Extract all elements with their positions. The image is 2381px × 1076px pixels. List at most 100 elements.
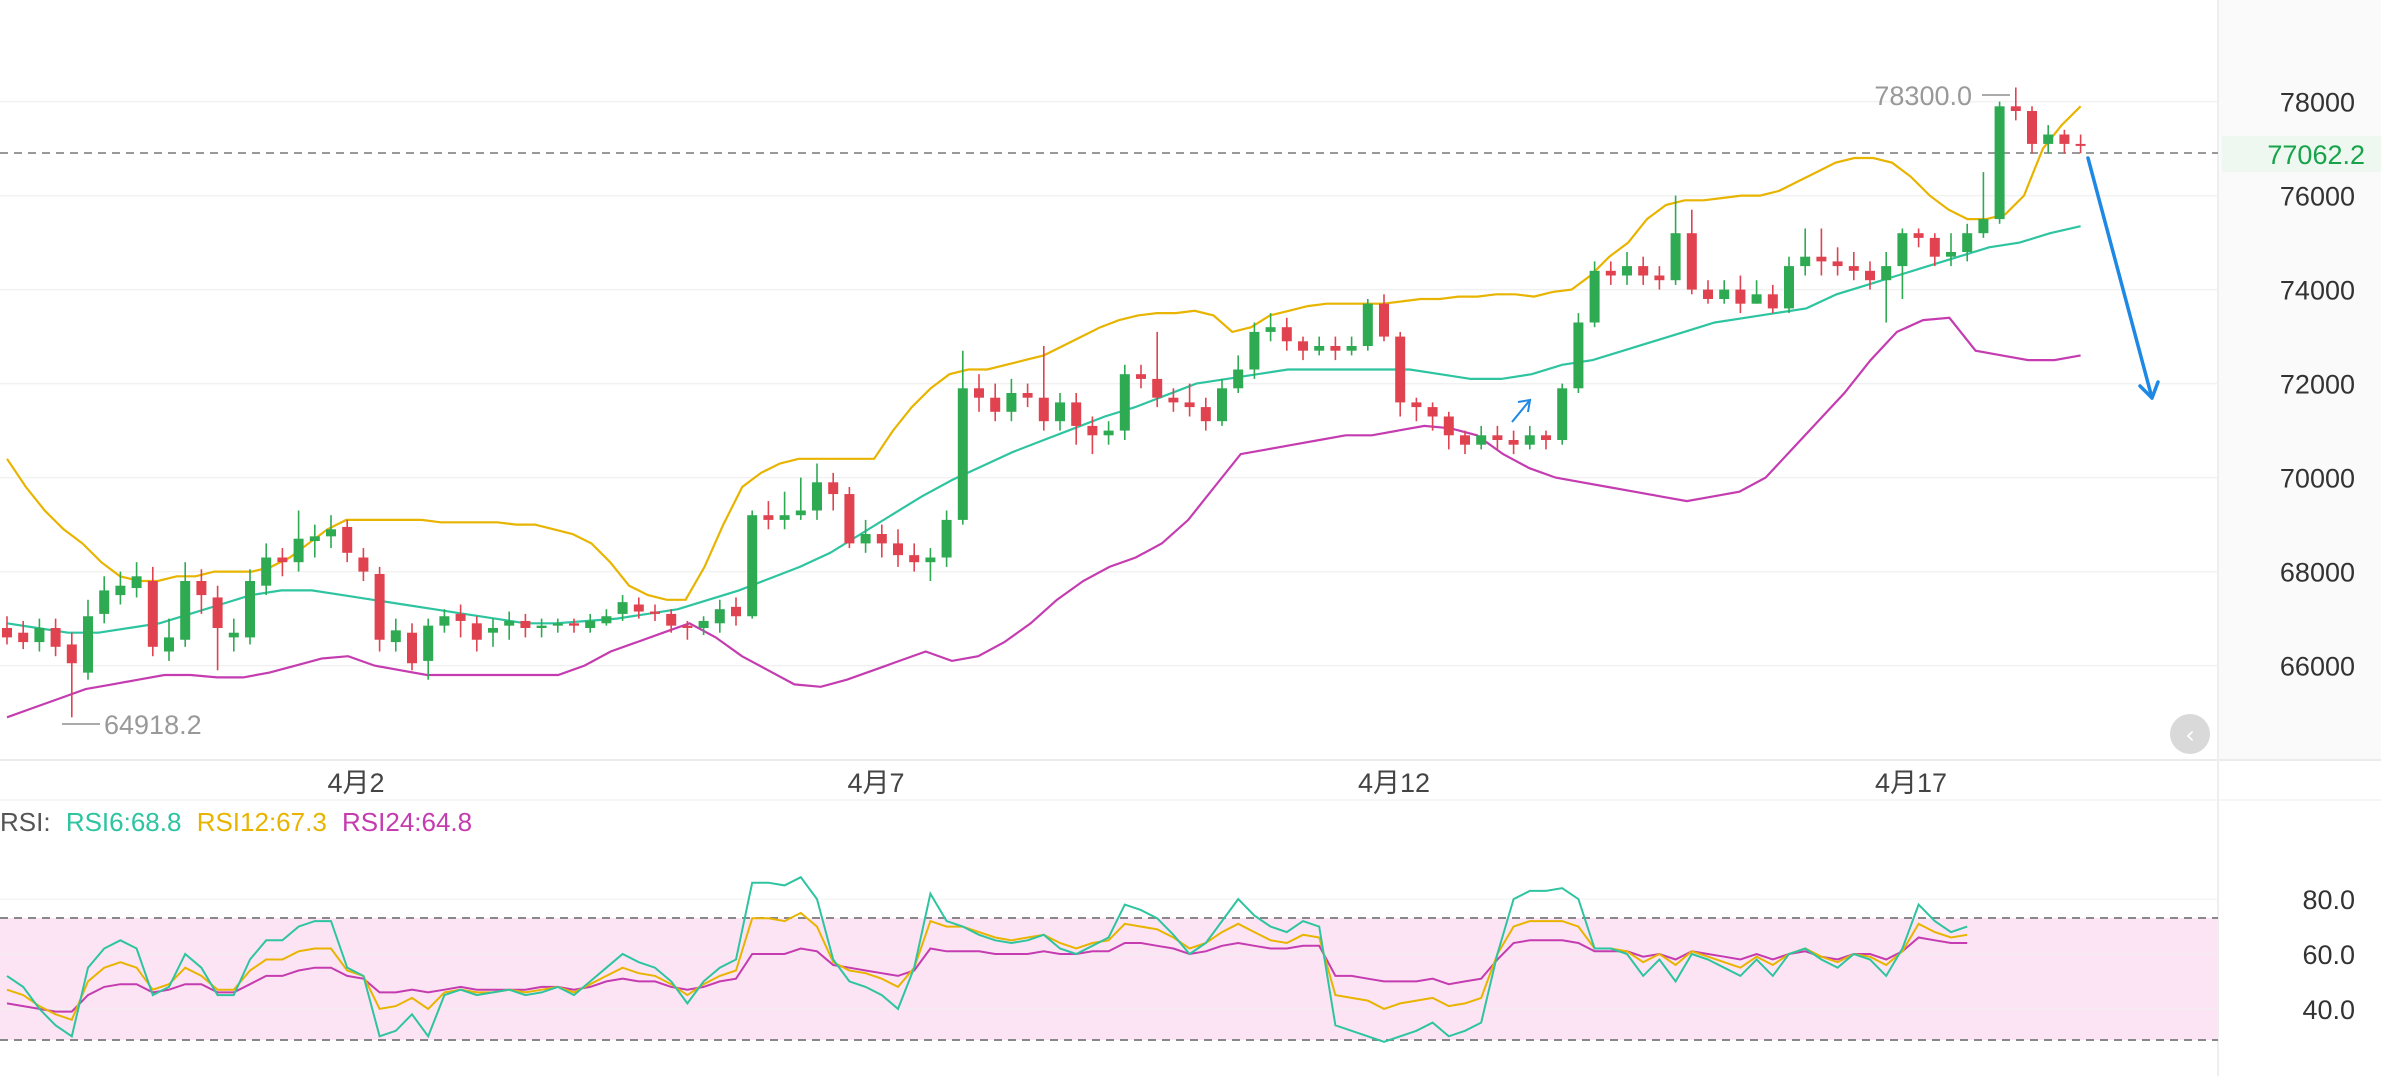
candle-down: [1136, 364, 1146, 389]
candle-down: [2, 616, 12, 645]
candle-down: [990, 383, 1001, 422]
candle-body: [1006, 393, 1017, 412]
candle-body: [293, 538, 304, 563]
candle-up: [34, 618, 45, 652]
candle-up: [504, 611, 515, 640]
price-tick-label: 74000: [2280, 276, 2355, 306]
candle-body: [1200, 407, 1211, 422]
candle-body: [228, 632, 239, 638]
lower-band-line: [6, 316, 2081, 719]
candle-up: [1119, 364, 1130, 440]
candle-down: [1605, 261, 1616, 285]
candle-body: [2027, 111, 2037, 144]
candle-body: [1362, 303, 1373, 346]
candle-down: [731, 597, 741, 626]
candle-body: [1686, 233, 1697, 290]
candle-body: [50, 628, 61, 647]
price-tick-label: 76000: [2280, 182, 2355, 212]
candle-up: [1881, 252, 1892, 323]
candle-down: [2075, 134, 2086, 154]
candle-body: [1816, 256, 1827, 262]
candle-down: [1508, 430, 1519, 455]
candle-body: [925, 557, 936, 563]
candle-up: [617, 595, 628, 621]
candle-body: [633, 604, 644, 612]
candle-body: [1962, 233, 1973, 252]
candle-up: [326, 515, 336, 549]
candle-body: [698, 620, 709, 628]
candle-body: [990, 397, 1001, 412]
candle-body: [876, 534, 887, 544]
candle-up: [180, 562, 191, 647]
candle-body: [2010, 106, 2021, 111]
candle-body: [277, 557, 288, 563]
candle-body: [1832, 261, 1843, 267]
candle-body: [374, 573, 385, 640]
candle-body: [1670, 233, 1681, 281]
candle-down: [1087, 416, 1098, 455]
candle-up: [390, 618, 401, 652]
candle-up: [1897, 228, 1908, 299]
candle-body: [941, 519, 952, 558]
candle-down: [1654, 266, 1665, 290]
chart-reset-button[interactable]: ‹: [2170, 714, 2210, 754]
candle-down: [277, 548, 288, 577]
candle-up: [1962, 223, 1973, 262]
candle-down: [471, 616, 482, 652]
candle-body: [2, 628, 12, 638]
date-tick-label: 4月7: [847, 768, 904, 798]
candle-body: [2075, 143, 2086, 146]
candle-down: [633, 597, 644, 619]
candle-body: [245, 581, 255, 638]
candle-body: [342, 526, 353, 553]
candle-body: [714, 609, 725, 624]
candle-body: [1249, 331, 1260, 370]
candle-body: [617, 602, 628, 614]
candle-down: [407, 623, 417, 671]
candle-up: [164, 618, 174, 661]
candle-up: [552, 618, 563, 633]
candle-down: [893, 529, 903, 567]
candle-body: [1800, 256, 1811, 267]
candle-body: [66, 644, 77, 664]
candle-down: [1767, 284, 1778, 314]
candle-down: [2010, 87, 2021, 121]
candle-body: [1622, 266, 1632, 276]
candle-body: [1119, 374, 1130, 431]
candle-body: [1217, 388, 1227, 422]
candle-body: [1427, 407, 1438, 417]
low-price-label: 64918.2: [104, 710, 202, 740]
candle-up: [1103, 421, 1114, 445]
candle-body: [1929, 237, 1940, 257]
candle-body: [1330, 346, 1341, 351]
candle-body: [358, 557, 369, 572]
candle-body: [423, 625, 434, 661]
candle-up: [925, 548, 936, 581]
candle-down: [1443, 411, 1454, 450]
candle-body: [326, 529, 336, 537]
candle-up: [1622, 252, 1632, 285]
candle-up: [1670, 195, 1681, 285]
candle-down: [1848, 252, 1859, 281]
candle-body: [601, 616, 612, 624]
candle-body: [83, 616, 93, 673]
candle-up: [601, 609, 612, 626]
candle-down: [974, 374, 984, 412]
candle-body: [957, 388, 968, 520]
candle-down: [1022, 383, 1033, 408]
candle-body: [812, 482, 822, 511]
candle-body: [731, 606, 741, 617]
candle-body: [1638, 266, 1649, 276]
candle-up: [2043, 125, 2054, 154]
candle-body: [1346, 346, 1357, 351]
candle-up: [1006, 378, 1017, 422]
candle-down: [1281, 317, 1292, 351]
candle-down: [1071, 393, 1082, 445]
candle-up: [1476, 425, 1487, 450]
candle-up: [1346, 336, 1357, 356]
candle-body: [1265, 327, 1276, 332]
candle-body: [1605, 270, 1616, 276]
candle-up: [957, 350, 968, 525]
candle-body: [1994, 106, 2005, 220]
